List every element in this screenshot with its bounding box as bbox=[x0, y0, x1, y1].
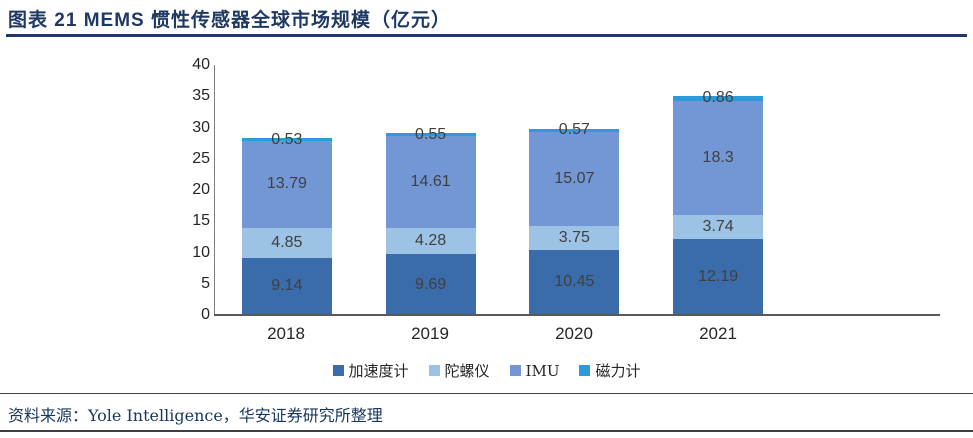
legend-swatch-icon bbox=[579, 365, 591, 376]
bar-segment-series-3: 0.53 bbox=[241, 131, 332, 147]
bar-segment-series-2: 18.3 bbox=[673, 101, 764, 216]
figure-title: 图表 21 MEMS 惯性传感器全球市场规模（亿元） bbox=[8, 10, 451, 31]
bar-segment-series-2: 13.79 bbox=[241, 141, 332, 228]
bar-segment-series-3: 0.57 bbox=[529, 122, 620, 138]
legend-item: IMU bbox=[509, 361, 560, 380]
legend-item: 加速度计 bbox=[332, 360, 409, 381]
source-divider-bottom bbox=[0, 430, 973, 432]
bar-slot: 9.69 4.28 14.61 0.55 bbox=[359, 65, 503, 315]
y-axis: 0 5 10 15 20 25 30 35 40 bbox=[150, 57, 210, 323]
title-underline bbox=[6, 34, 967, 37]
bar-slot: 12.19 3.74 18.3 0.86 bbox=[646, 65, 790, 315]
bar-segment-series-0: 9.69 bbox=[385, 254, 476, 315]
legend-swatch-icon bbox=[332, 365, 344, 376]
bar-segment-series-1: 4.85 bbox=[241, 227, 332, 258]
bar-segment-series-1: 4.28 bbox=[385, 227, 476, 255]
chart-area: 0 5 10 15 20 25 30 35 40 9.14 4.85 13.79 0.53 9.69 4.… bbox=[0, 48, 973, 388]
x-tick-label: 2019 bbox=[411, 324, 449, 343]
legend-label: IMU bbox=[525, 361, 560, 380]
stacked-bar: 9.14 4.85 13.79 0.53 bbox=[241, 131, 332, 315]
y-tick-label: 25 bbox=[192, 149, 210, 167]
y-tick-label: 5 bbox=[201, 274, 210, 292]
stacked-bar: 9.69 4.28 14.61 0.55 bbox=[385, 126, 476, 315]
x-axis: 2018 2019 2020 2021 bbox=[214, 324, 790, 344]
y-tick-label: 30 bbox=[192, 118, 210, 136]
stacked-bar: 10.45 3.75 15.07 0.57 bbox=[529, 122, 620, 315]
y-tick-label: 15 bbox=[192, 212, 210, 230]
bar-slot: 9.14 4.85 13.79 0.53 bbox=[215, 65, 359, 315]
bar-value-label: 9.69 bbox=[415, 275, 447, 293]
bars: 9.14 4.85 13.79 0.53 9.69 4.28 14.61 0.55 10.45 3… bbox=[215, 65, 790, 315]
source-divider-top bbox=[0, 393, 973, 394]
y-tick-label: 40 bbox=[192, 56, 210, 73]
bar-slot: 10.45 3.75 15.07 0.57 bbox=[503, 65, 647, 315]
bar-segment-series-3: 0.55 bbox=[385, 126, 476, 142]
legend-item: 磁力计 bbox=[579, 360, 640, 381]
x-tick-label: 2021 bbox=[699, 324, 737, 343]
bar-value-label: 4.85 bbox=[271, 233, 303, 251]
bar-value-label: 9.14 bbox=[271, 277, 303, 295]
bar-value-label: 13.79 bbox=[266, 175, 307, 193]
x-tick-label: 2018 bbox=[267, 324, 305, 343]
legend-item: 陀螺仪 bbox=[428, 360, 490, 381]
legend: 加速度计 陀螺仪 IMU 磁力计 bbox=[0, 360, 973, 381]
x-axis-line bbox=[214, 314, 940, 316]
bar-segment-series-2: 15.07 bbox=[529, 132, 620, 227]
bar-segment-series-0: 12.19 bbox=[673, 238, 764, 315]
bar-segment-series-1: 3.75 bbox=[529, 226, 620, 250]
bar-segment-series-1: 3.74 bbox=[673, 215, 764, 239]
bar-value-label: 3.74 bbox=[702, 218, 734, 236]
legend-label: 加速度计 bbox=[348, 362, 409, 380]
bar-value-label: 4.28 bbox=[415, 232, 447, 250]
legend-label: 磁力计 bbox=[595, 362, 641, 380]
y-tick-label: 10 bbox=[192, 243, 210, 261]
y-tick-label: 35 bbox=[192, 87, 210, 105]
legend-swatch-icon bbox=[428, 365, 440, 376]
bar-segment-series-3: 0.86 bbox=[673, 90, 764, 106]
y-tick-label: 20 bbox=[192, 181, 210, 198]
x-tick-label: 2020 bbox=[555, 324, 593, 343]
bar-value-label: 12.19 bbox=[698, 267, 739, 285]
bar-value-label: 10.45 bbox=[554, 273, 595, 291]
bar-segment-series-0: 10.45 bbox=[529, 249, 620, 315]
bar-value-label: 18.3 bbox=[702, 149, 734, 167]
bar-value-label: 3.75 bbox=[558, 228, 590, 246]
source-text: 资料来源：Yole Intelligence，华安证券研究所整理 bbox=[8, 406, 383, 425]
bar-value-label: 15.07 bbox=[554, 170, 595, 188]
bar-value-label: 14.61 bbox=[410, 173, 451, 191]
legend-label: 陀螺仪 bbox=[444, 362, 490, 380]
legend-swatch-icon bbox=[509, 365, 521, 376]
bar-segment-series-0: 9.14 bbox=[241, 257, 332, 315]
stacked-bar: 12.19 3.74 18.3 0.86 bbox=[673, 90, 764, 315]
plot-area: 9.14 4.85 13.79 0.53 9.69 4.28 14.61 0.55 10.45 3… bbox=[214, 65, 790, 315]
bar-segment-series-2: 14.61 bbox=[385, 136, 476, 228]
y-tick-label: 0 bbox=[201, 306, 210, 323]
